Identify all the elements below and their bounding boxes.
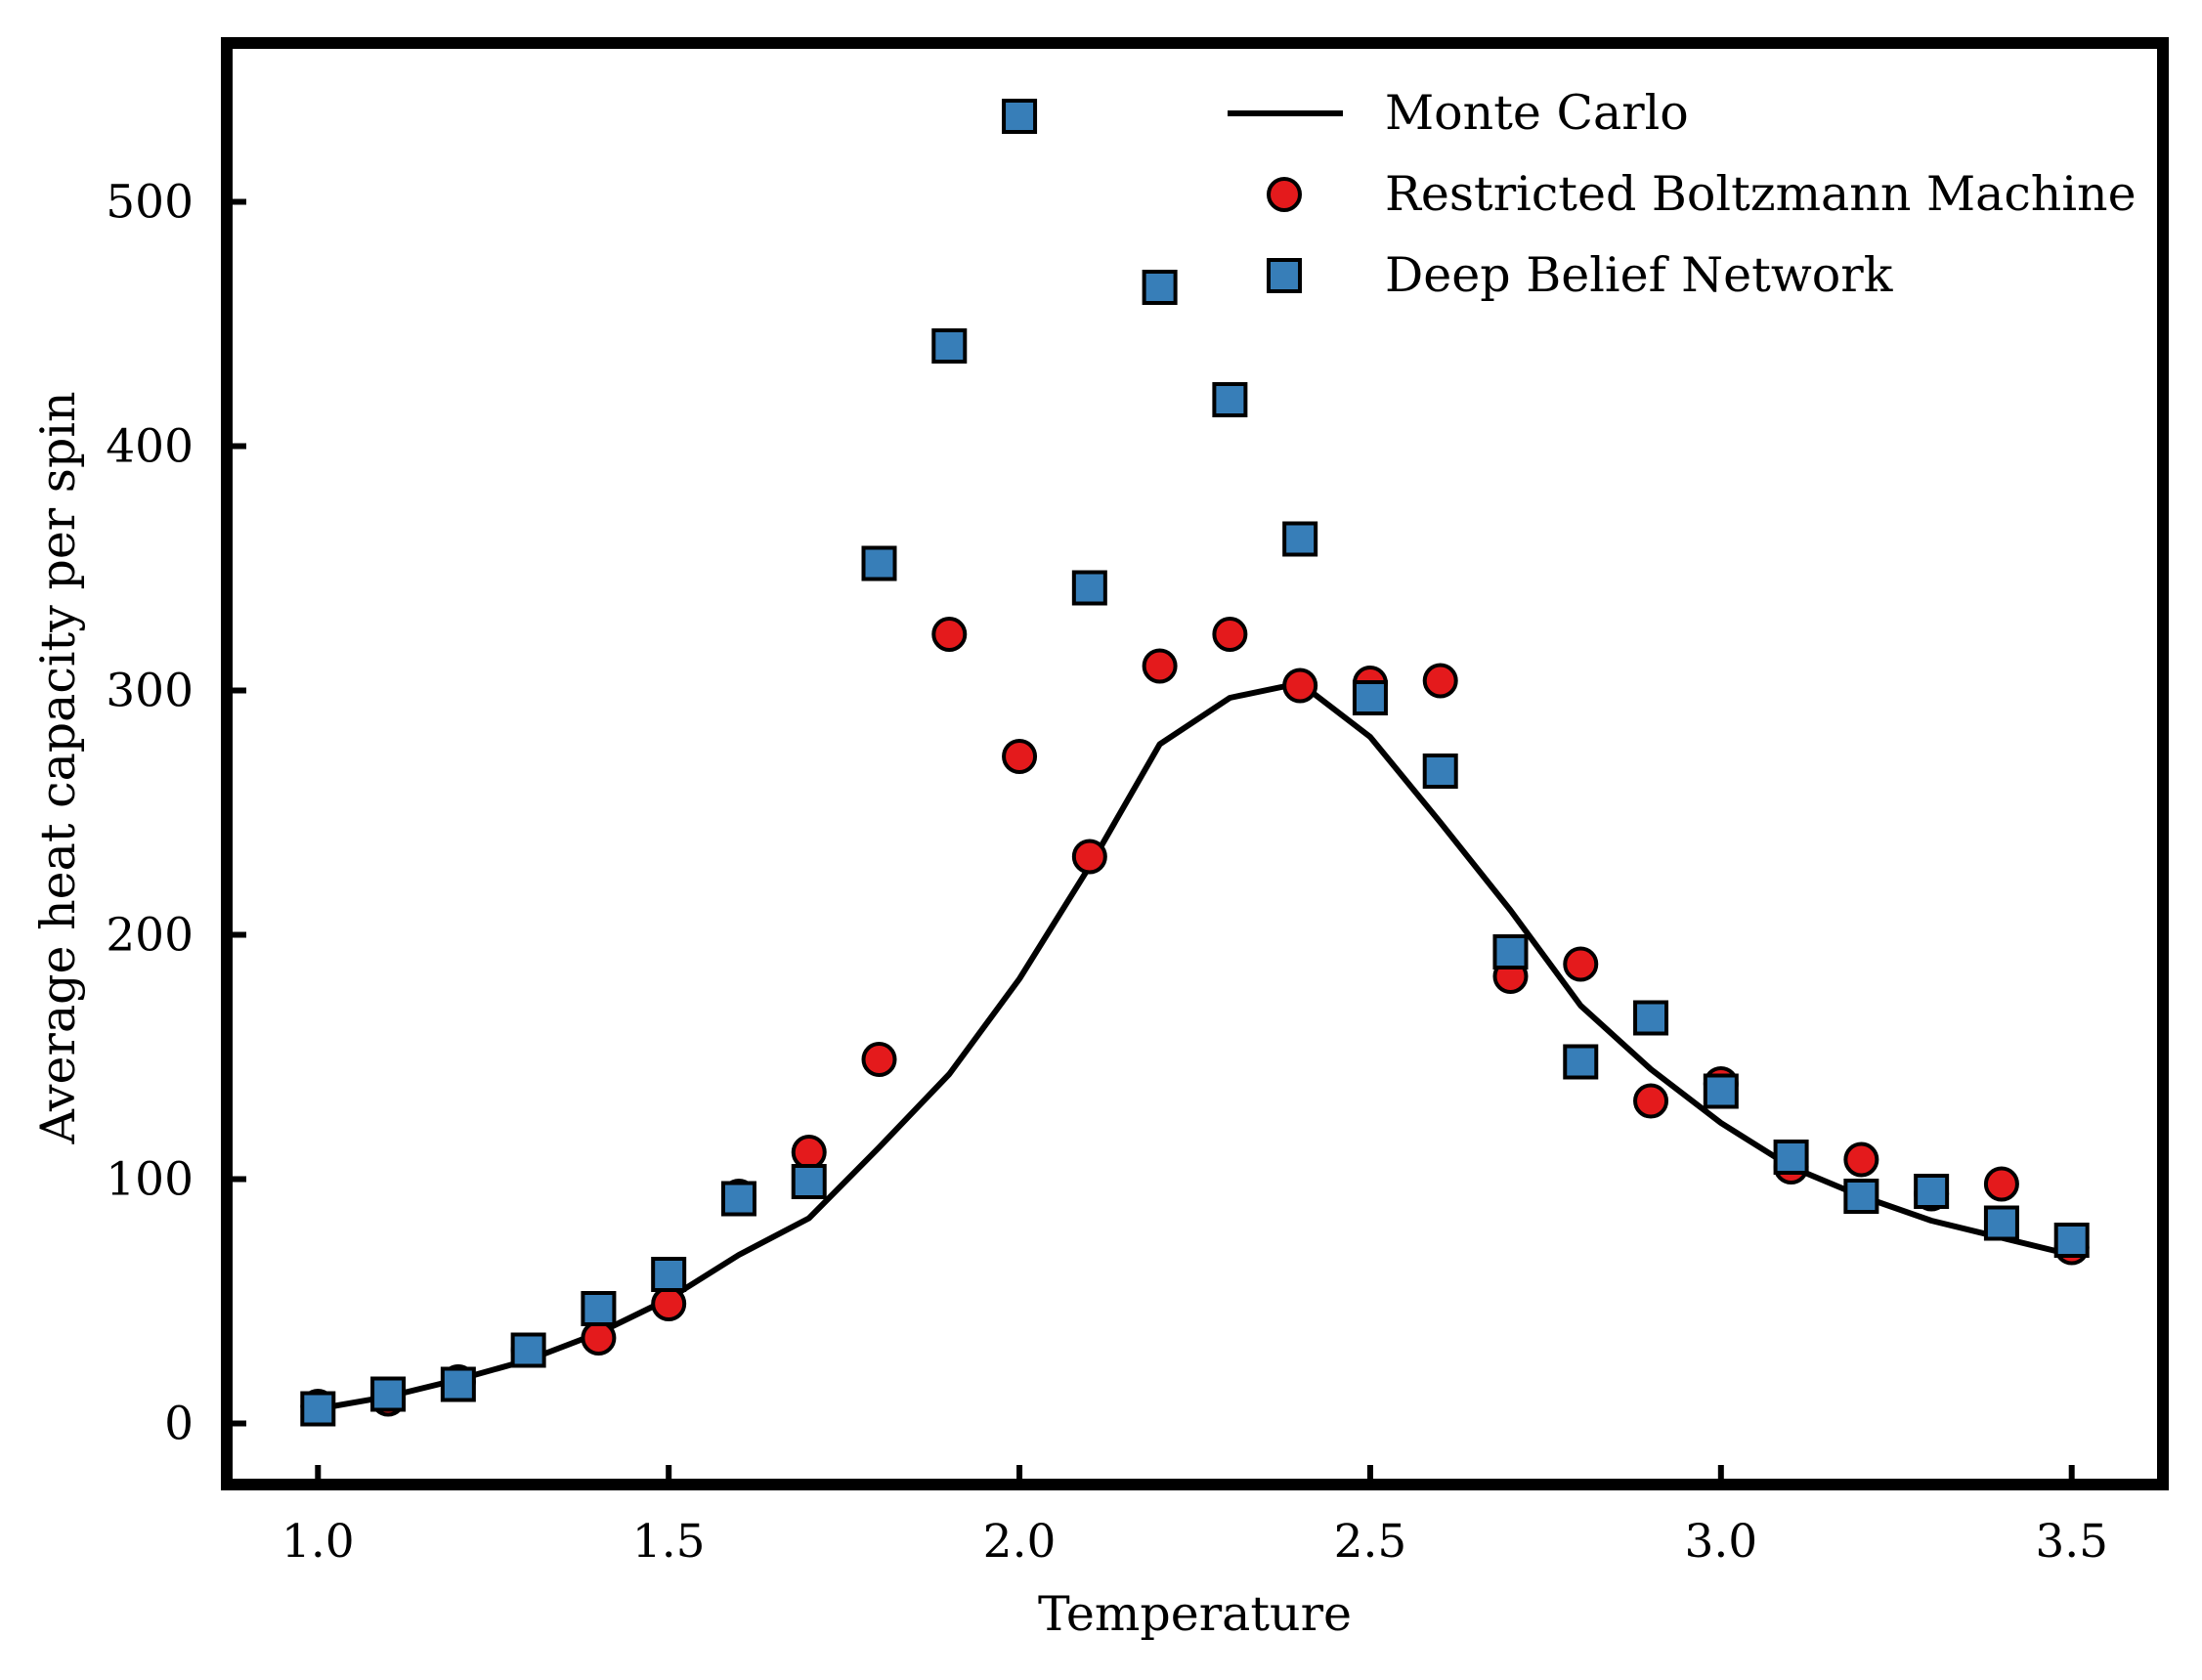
dbn-point bbox=[1563, 1044, 1599, 1080]
rbm-point bbox=[1071, 839, 1107, 875]
x-tick-label: 3.5 bbox=[2035, 1515, 2108, 1569]
rbm-point bbox=[1002, 739, 1038, 774]
legend: Monte Carlo Restricted Boltzmann Machine D… bbox=[1228, 85, 2137, 303]
rbm-point bbox=[581, 1320, 617, 1356]
legend-square-marker bbox=[1267, 258, 1302, 293]
dbn-point bbox=[1071, 570, 1107, 606]
rbm-point bbox=[1843, 1142, 1879, 1178]
dbn-point bbox=[1773, 1140, 1809, 1175]
x-axis-label: Temperature bbox=[1038, 1586, 1352, 1642]
dbn-point bbox=[440, 1366, 476, 1402]
rbm-point bbox=[1983, 1166, 2019, 1202]
dbn-point bbox=[1983, 1205, 2019, 1241]
y-axis-label: Average heat capacity per spin bbox=[30, 391, 86, 1144]
dbn-point bbox=[1352, 680, 1388, 715]
rbm-point bbox=[1282, 668, 1318, 704]
rbm-point bbox=[1563, 946, 1599, 982]
dbn-point bbox=[370, 1376, 407, 1412]
dbn-point bbox=[720, 1181, 756, 1217]
dbn-point bbox=[300, 1391, 336, 1427]
dbn-point bbox=[1914, 1174, 1950, 1209]
legend-entry-label: Deep Belief Network bbox=[1385, 247, 1894, 303]
x-tick-label: 2.5 bbox=[1334, 1515, 1407, 1569]
x-tick-label: 1.0 bbox=[281, 1515, 355, 1569]
dbn-point bbox=[1703, 1073, 1739, 1109]
legend-entry-label: Monte Carlo bbox=[1385, 85, 1689, 141]
x-tick-label: 1.5 bbox=[632, 1515, 706, 1569]
dbn-point bbox=[1282, 521, 1318, 557]
dbn-point bbox=[651, 1257, 687, 1292]
y-tick-label: 400 bbox=[106, 420, 194, 474]
rbm-point bbox=[791, 1135, 827, 1170]
x-tick-label: 3.0 bbox=[1684, 1515, 1757, 1569]
dbn-point bbox=[1843, 1179, 1879, 1214]
dbn-point bbox=[2053, 1223, 2090, 1258]
y-tick-label: 500 bbox=[106, 176, 194, 230]
rbm-point bbox=[1142, 648, 1178, 684]
dbn-point bbox=[931, 328, 968, 364]
legend-entry-label: Restricted Boltzmann Machine bbox=[1385, 166, 2137, 222]
x-tick-label: 2.0 bbox=[983, 1515, 1057, 1569]
dbn-point bbox=[1002, 99, 1038, 134]
rbm-point bbox=[1212, 617, 1248, 652]
rbm-point bbox=[1633, 1083, 1669, 1119]
rbm-point bbox=[1422, 663, 1458, 699]
dbn-point bbox=[791, 1164, 827, 1199]
rbm-point bbox=[651, 1286, 687, 1321]
dbn-point bbox=[581, 1291, 617, 1326]
legend-circle-marker bbox=[1267, 177, 1302, 212]
rbm-point bbox=[861, 1042, 897, 1077]
y-tick-label: 0 bbox=[164, 1398, 194, 1451]
y-tick-label: 200 bbox=[106, 909, 194, 963]
axes-frame bbox=[221, 37, 2169, 1490]
dbn-point bbox=[1633, 1000, 1669, 1036]
rbm-point bbox=[931, 617, 968, 652]
plot-area bbox=[300, 99, 2090, 1427]
dbn-point bbox=[861, 545, 897, 582]
dbn-point bbox=[1212, 382, 1248, 417]
y-tick-label: 300 bbox=[106, 665, 194, 718]
dbn-point bbox=[510, 1332, 546, 1368]
dbn-point bbox=[1142, 270, 1178, 305]
dbn-point bbox=[1422, 754, 1458, 789]
dbn-point bbox=[1492, 934, 1529, 969]
axis-ticks: 1.0 1.5 2.0 2.5 3.0 3.5 0 100 200 300 400 500 bbox=[106, 176, 2108, 1570]
y-tick-label: 100 bbox=[106, 1153, 194, 1207]
